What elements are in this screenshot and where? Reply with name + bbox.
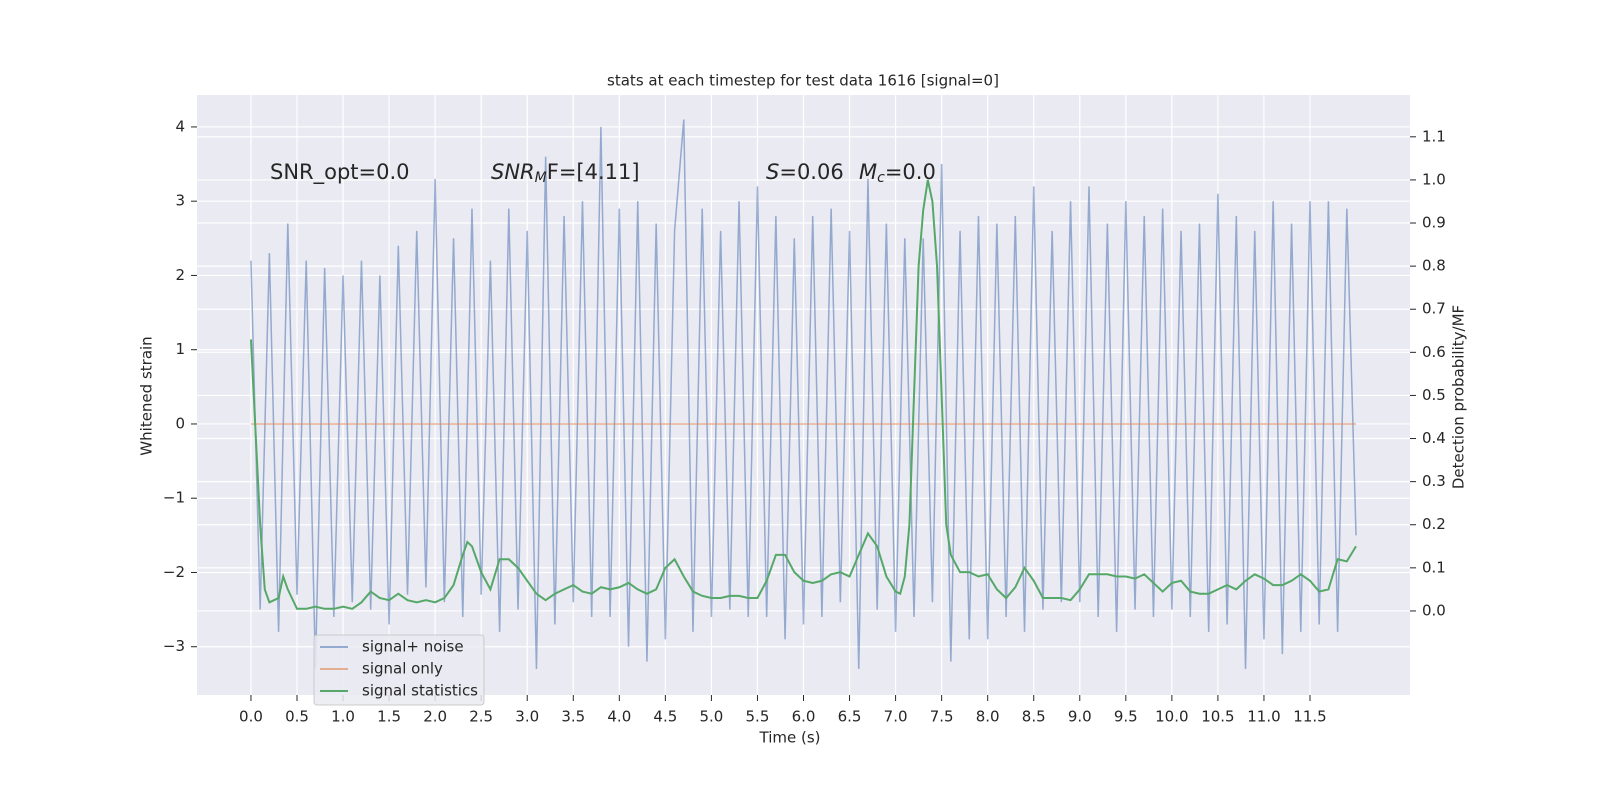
x-tick-label: 2.0 [423,708,447,726]
x-tick-label: 10.0 [1155,708,1188,726]
y2-tick-label: 0.9 [1422,214,1446,232]
annotation-text: F=[4.11] [547,160,640,184]
annotation-text: =0.06 [779,160,843,184]
series-line [249,179,1357,610]
x-axis-label: Time (s) [759,729,821,747]
y-tick-label: −2 [163,563,185,581]
x-tick-label: 0.5 [285,708,309,726]
annotation-text: =0.0 [885,160,936,184]
x-tick-label: 11.5 [1293,708,1326,726]
annotation: S=0.06 [766,160,844,184]
y2-tick-label: 0.4 [1422,429,1446,447]
legend: signal+ noise signal only signal statistic… [313,634,485,706]
x-tick-label: 10.5 [1201,708,1234,726]
x-tick-label: 3.0 [515,708,539,726]
y2-tick-label: 0.6 [1422,343,1446,361]
x-tick-label: 7.0 [884,708,908,726]
legend-label: signal only [362,660,443,678]
y-tick-label: 4 [175,117,185,135]
annotation-math: S [766,160,779,184]
x-tick-label: 9.0 [1068,708,1092,726]
y-tick-label: 0 [175,414,185,432]
x-tick-label: 4.0 [607,708,631,726]
y2-tick-label: 0.7 [1422,300,1446,318]
annotation-text: SNR_opt=0.0 [270,160,410,185]
x-tick-label: 3.5 [561,708,585,726]
x-tick-label: 7.5 [930,708,954,726]
y2-tick-label: 0.8 [1422,257,1446,275]
y2-tick-label: 0.3 [1422,472,1446,490]
annotation-math: SNR [491,160,535,184]
y2-tick-label: 0.1 [1422,558,1446,576]
x-tick-label: 4.5 [653,708,677,726]
annotation: SNR_opt=0.0 [270,160,410,185]
x-tick-label: 5.0 [699,708,723,726]
y-tick-label: −1 [163,489,185,507]
annotation-subscript: M [535,170,547,186]
annotation: Mc=0.0 [859,160,936,186]
x-tick-label: 8.0 [976,708,1000,726]
x-tick-label: 9.5 [1114,708,1138,726]
annotation-subscript: c [877,170,885,186]
x-tick-label: 1.5 [377,708,401,726]
x-tick-label: 0.0 [239,708,263,726]
x-tick-label: 2.5 [469,708,493,726]
annotation: SNRMF=[4.11] [491,160,640,186]
y-tick-label: 3 [175,192,185,210]
x-tick-label: 11.0 [1247,708,1280,726]
y2-axis-label: Detection probability/MF [1450,305,1468,489]
y-tick-label: −3 [163,637,185,655]
x-tick-label: 6.5 [838,708,862,726]
legend-label: signal statistics [362,682,478,700]
x-tick-label: 8.5 [1022,708,1046,726]
legend-box [313,634,485,706]
x-tick-label: 1.0 [331,708,355,726]
series [249,119,1357,670]
series-line [250,119,1357,670]
y2-tick-label: 1.0 [1422,170,1446,188]
legend-label: signal+ noise [362,638,464,656]
y2-tick-label: 0.0 [1422,601,1446,619]
y2-tick-label: 0.2 [1422,515,1446,533]
y2-tick-label: 1.1 [1422,127,1446,145]
x-tick-label: 6.0 [792,708,816,726]
x-tick-label: 5.5 [746,708,770,726]
y2-tick-label: 0.5 [1422,386,1446,404]
labels: 0.0 0.5 1.0 1.5 2.0 2.5 3.0 3.5 4.0 4.5 5.0 5.5 6.0 6… [163,117,1446,725]
y-tick-label: 1 [175,340,185,358]
y-axis-label: Whitened strain [138,336,156,455]
annotation-math: M [859,160,877,184]
chart-title: stats at each timestep for test data 161… [607,72,999,90]
y-tick-label: 2 [175,266,185,284]
